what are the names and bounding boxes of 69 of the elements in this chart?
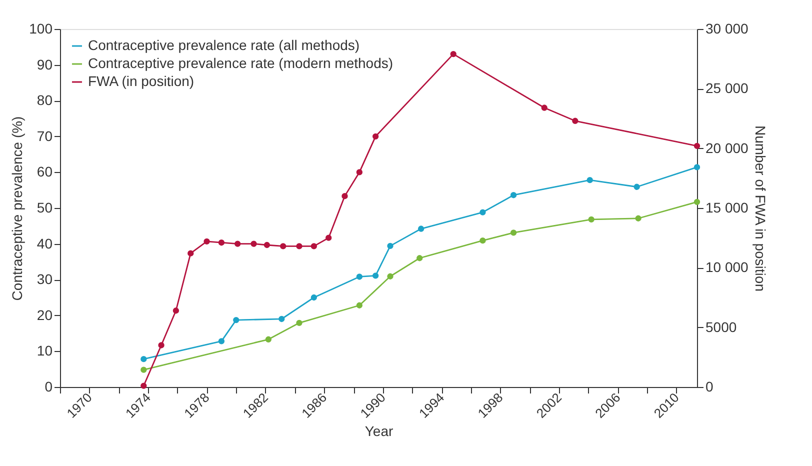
point bbox=[158, 342, 164, 348]
y-tick-label: 90 bbox=[36, 56, 53, 72]
x-axis-title: Year bbox=[364, 422, 394, 439]
point bbox=[372, 272, 379, 279]
point bbox=[634, 184, 640, 190]
point bbox=[218, 338, 225, 344]
point bbox=[188, 250, 194, 256]
y2-tick-label: 15 000 bbox=[706, 200, 749, 216]
y-axis-title: Contraceptive prevalence (%) bbox=[9, 116, 26, 301]
y-tick-label: 50 bbox=[36, 200, 53, 216]
point bbox=[588, 216, 594, 223]
point bbox=[480, 238, 486, 244]
point bbox=[218, 240, 225, 246]
y-tick-label: 40 bbox=[36, 235, 53, 252]
point bbox=[278, 316, 285, 322]
y2-axis-title: Number of FWA in position bbox=[752, 126, 768, 292]
point bbox=[586, 177, 593, 184]
point bbox=[296, 243, 302, 250]
point bbox=[416, 255, 423, 262]
point bbox=[450, 50, 456, 58]
point bbox=[310, 243, 317, 250]
point bbox=[204, 238, 210, 244]
y-tick-label: 80 bbox=[36, 92, 53, 108]
point bbox=[342, 192, 348, 200]
y-tick-label: 60 bbox=[36, 164, 53, 180]
point bbox=[694, 164, 700, 170]
y2-tick-label: 5000 bbox=[706, 318, 737, 335]
point bbox=[572, 118, 578, 124]
point bbox=[233, 316, 240, 324]
point bbox=[140, 382, 147, 389]
y-tick-label: 70 bbox=[36, 128, 53, 144]
point bbox=[510, 230, 517, 236]
point bbox=[140, 356, 147, 362]
point bbox=[172, 308, 180, 314]
y-tick-label: 30 bbox=[36, 271, 53, 288]
point bbox=[510, 192, 517, 198]
point bbox=[418, 226, 424, 232]
y2-tick-label: 25 000 bbox=[706, 80, 749, 96]
point bbox=[541, 104, 548, 111]
point bbox=[387, 242, 394, 250]
point bbox=[264, 242, 270, 248]
point bbox=[356, 274, 362, 280]
point bbox=[372, 133, 379, 140]
y2-tick-label: 30 000 bbox=[706, 20, 749, 36]
point bbox=[265, 336, 272, 342]
point bbox=[694, 198, 700, 205]
point bbox=[140, 366, 147, 373]
point bbox=[635, 215, 642, 222]
y-tick-label: 0 bbox=[44, 378, 53, 394]
y2-tick-label: 10 000 bbox=[706, 259, 749, 276]
point bbox=[356, 169, 362, 176]
point bbox=[280, 243, 286, 250]
point bbox=[250, 240, 257, 247]
legend-label: Contraceptive prevalence rate (all methods) bbox=[88, 37, 360, 53]
point bbox=[234, 240, 241, 247]
legend-label: FWA (in position) bbox=[88, 73, 194, 89]
y-tick-label: 20 bbox=[36, 306, 53, 323]
y2-tick-label: 20 000 bbox=[706, 140, 749, 156]
point bbox=[310, 294, 317, 301]
y2-tick-label: 0 bbox=[706, 378, 714, 394]
point bbox=[296, 320, 302, 326]
point bbox=[480, 209, 486, 216]
y-tick-label: 100 bbox=[29, 20, 53, 36]
point bbox=[356, 302, 362, 308]
y-tick-label: 10 bbox=[36, 342, 53, 359]
legend-label: Contraceptive prevalence rate (modern methods) bbox=[88, 55, 394, 71]
point bbox=[326, 234, 332, 241]
point bbox=[694, 142, 700, 150]
point bbox=[387, 273, 394, 280]
